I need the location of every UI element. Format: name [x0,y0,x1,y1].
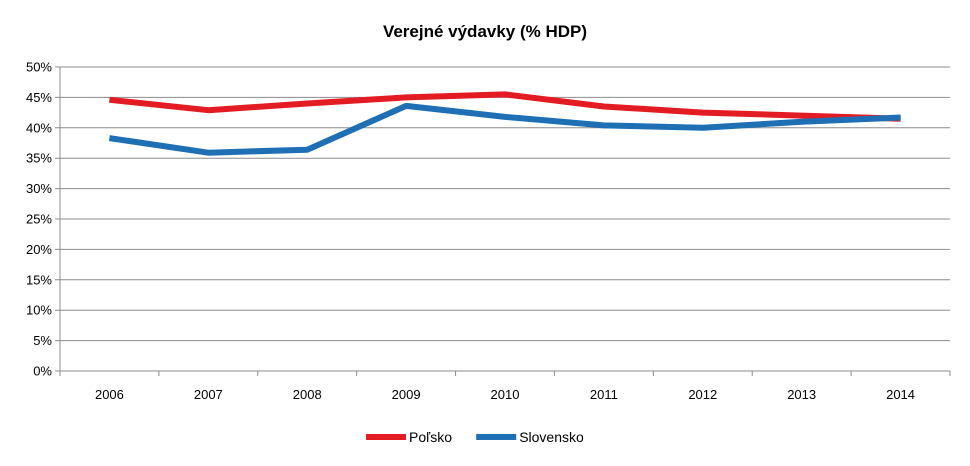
x-tick-label: 2013 [787,387,816,402]
legend-label: Slovensko [519,429,584,445]
x-tick-label: 2010 [491,387,520,402]
y-tick-label: 10% [26,303,52,318]
y-tick-label: 20% [26,242,52,257]
series-lines [108,91,901,156]
gridlines [55,66,950,372]
x-tick-label: 2009 [392,387,421,402]
y-tick-label: 25% [26,212,52,227]
y-tick-label: 50% [26,60,52,75]
x-tick-label: 2012 [688,387,717,402]
y-tick-label: 5% [33,333,52,348]
y-tick-label: 35% [26,151,52,166]
y-tick-label: 15% [26,272,52,287]
x-tick-label: 2014 [886,387,915,402]
x-tick-label: 2006 [95,387,124,402]
y-tick-label: 30% [26,181,52,196]
y-tick-label: 40% [26,120,52,135]
chart-title: Verejné výdavky (% HDP) [383,22,587,41]
y-axis: 0% 5% 10% 15% 20% 25% 30% 35% 40% 45% 50% [26,60,61,379]
legend-label: Poľsko [409,429,452,445]
x-tick-label: 2011 [590,387,618,402]
x-axis: 2006 2007 2008 2009 2010 2011 2012 2013 2014 [59,371,951,402]
series-line-1 [109,91,901,122]
legend: Poľsko Slovensko [366,429,584,445]
series-line-2 [108,102,901,156]
y-tick-label: 45% [26,90,52,105]
x-tick-label: 2008 [293,387,322,402]
x-tick-label: 2007 [194,387,223,402]
y-tick-label: 0% [33,364,52,379]
